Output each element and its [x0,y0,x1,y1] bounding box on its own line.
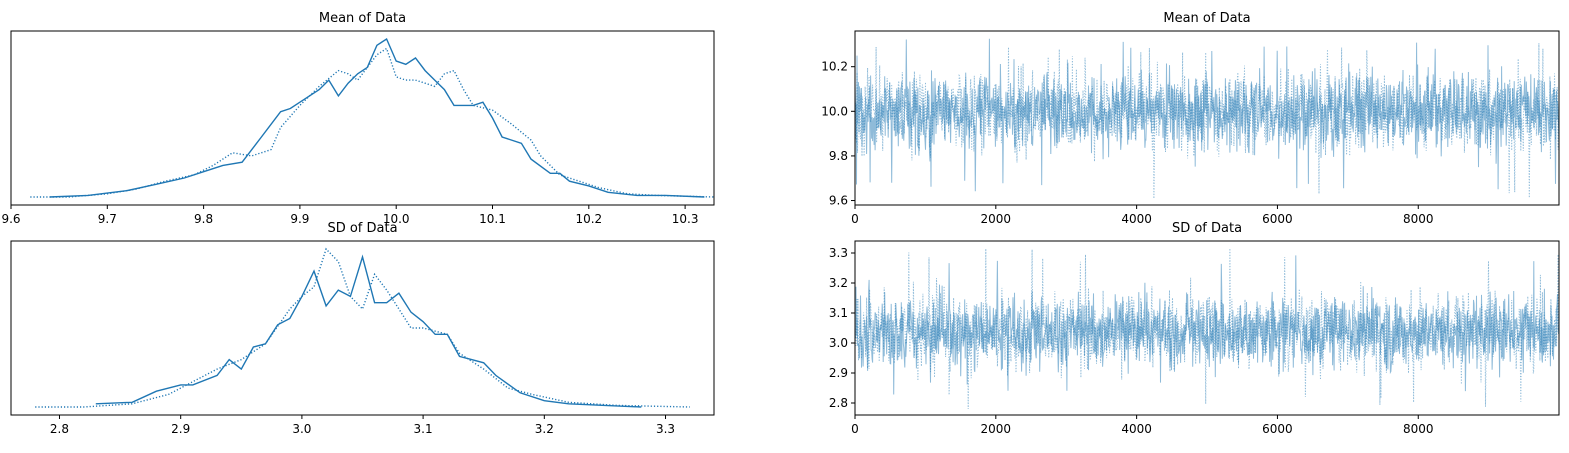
y-tick-label: 10.2 [821,60,848,74]
plot-area [35,247,690,408]
x-tick-label: 6000 [1262,422,1293,436]
density-line-solid [95,254,642,408]
panel-title: SD of Data [1172,221,1242,236]
y-tick-label: 3.2 [829,276,848,290]
y-tick-label: 9.8 [829,149,848,163]
y-tick-label: 3.3 [829,246,848,260]
x-tick-label: 8000 [1403,212,1434,226]
x-tick-label: 10.0 [383,212,410,226]
y-tick-label: 3.0 [829,336,848,350]
x-tick-label: 10.1 [479,212,506,226]
panel-1: 9.6 9.7 9.8 9.9 10.0 10.1 10.2 10.3 Mean of Data [1,11,715,226]
panel-title: Mean of Data [319,11,406,26]
panel-4: 0 2000 4000 6000 8000 2.8 2.9 3.0 3.1 3.2 3.3 SD of… [829,221,1560,436]
x-tick-label: 9.6 [1,212,20,226]
axes-frame [10,30,715,206]
plot-area [30,37,715,198]
panel-3: 2.8 2.9 3.0 3.1 3.2 3.3 SD of Data [10,221,715,436]
x-tick-label: 4000 [1121,422,1152,436]
density-line-dotted [35,247,690,408]
axes-frame [10,240,715,416]
x-tick-label: 6000 [1262,212,1293,226]
plot-area [854,38,1560,199]
axes-frame [854,240,1560,416]
x-tick-label: 3.1 [414,422,433,436]
x-tick-label: 10.2 [575,212,602,226]
x-tick-label: 2.8 [50,422,69,436]
trace-line-dotted [854,43,1560,199]
y-tick-label: 3.1 [829,306,848,320]
trace-line-dotted [854,248,1560,409]
density-line-solid [49,37,705,198]
density-line-dotted [30,47,715,198]
x-tick-label: 9.7 [98,212,117,226]
x-tick-label: 10.3 [672,212,699,226]
y-tick-label: 9.6 [829,194,848,208]
x-tick-label: 3.2 [535,422,554,436]
panel-title: SD of Data [327,221,397,236]
x-tick-label: 3.0 [292,422,311,436]
axes-frame [854,30,1560,206]
x-tick-label: 0 [851,212,859,226]
panel-title: Mean of Data [1163,11,1250,26]
x-tick-label: 3.3 [656,422,675,436]
x-tick-label: 4000 [1121,212,1152,226]
plot-area [854,248,1560,409]
y-tick-label: 10.0 [821,104,848,118]
x-tick-label: 8000 [1403,422,1434,436]
x-tick-label: 2000 [981,422,1012,436]
x-tick-label: 0 [851,422,859,436]
panel-2: 0 2000 4000 6000 8000 9.6 9.8 10.0 10.2 Mean of D… [821,11,1560,226]
x-tick-label: 9.9 [290,212,309,226]
x-tick-label: 9.8 [194,212,213,226]
x-tick-label: 2000 [981,212,1012,226]
y-tick-label: 2.8 [829,396,848,410]
y-tick-label: 2.9 [829,366,848,380]
x-tick-label: 2.9 [171,422,190,436]
